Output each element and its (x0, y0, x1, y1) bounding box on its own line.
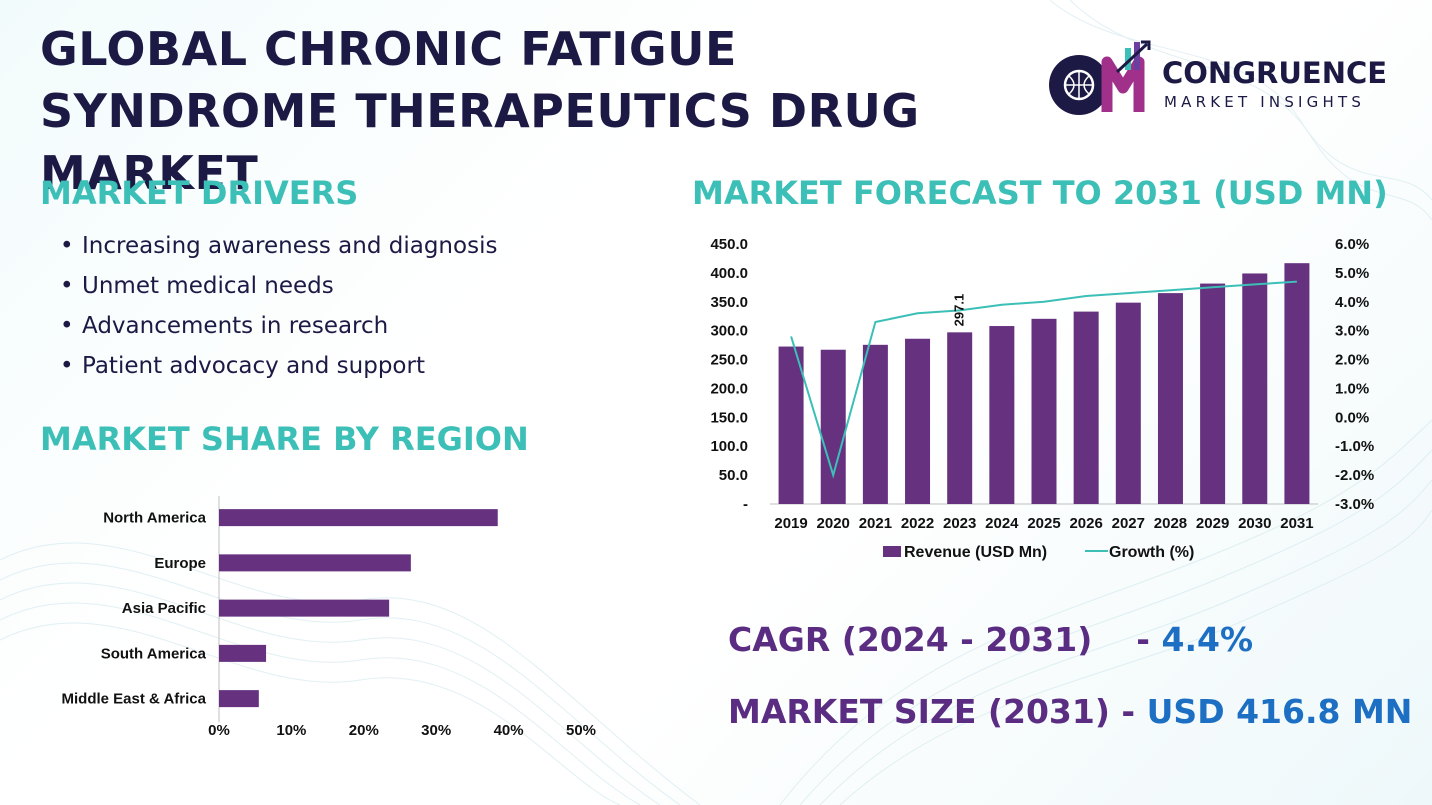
driver-item: Patient advocacy and support (60, 350, 497, 390)
market-size-value: USD 416.8 MN (1146, 692, 1413, 731)
drivers-list: Increasing awareness and diagnosis Unmet… (60, 230, 497, 390)
forecast-left-tick-label: 300.0 (710, 323, 748, 340)
forecast-left-tick-label: 350.0 (710, 294, 748, 311)
forecast-revenue-bar (989, 326, 1015, 504)
forecast-revenue-bar (1200, 283, 1226, 504)
cagr-stat: CAGR (2024 - 2031) - 4.4% (728, 620, 1253, 659)
region-bar (219, 554, 411, 572)
forecast-right-tick-label: -3.0% (1335, 496, 1374, 513)
region-category-label: Middle East & Africa (62, 691, 207, 708)
forecast-data-label: 297.1 (952, 294, 967, 327)
region-bar-chart: North America Europe Asia Pacific South Ame… (62, 496, 596, 739)
forecast-left-tick-label: - (743, 496, 748, 513)
forecast-x-tick-label: 2022 (901, 515, 934, 532)
forecast-x-tick-label: 2027 (1112, 515, 1145, 532)
forecast-revenue-bar (1031, 318, 1057, 504)
cagr-separator: - (1136, 620, 1150, 659)
forecast-right-tick-label: 0.0% (1335, 409, 1369, 426)
forecast-x-tick-label: 2020 (817, 515, 850, 532)
region-bar (219, 690, 259, 708)
region-category-label: Asia Pacific (122, 600, 206, 617)
market-size-stat: MARKET SIZE (2031) - USD 416.8 MN (728, 692, 1412, 731)
forecast-right-tick-label: 1.0% (1335, 380, 1369, 397)
forecast-x-tick-label: 2019 (774, 515, 807, 532)
logo-name: CONGRUENCE (1162, 56, 1388, 90)
forecast-right-tick-label: 6.0% (1335, 236, 1369, 253)
forecast-left-tick-label: 400.0 (710, 265, 748, 282)
forecast-revenue-bar (947, 332, 973, 504)
forecast-revenue-bar (862, 344, 888, 504)
legend-revenue-label: Revenue (USD Mn) (904, 544, 1047, 561)
region-x-tick-label: 10% (276, 722, 306, 739)
region-category-label: Europe (154, 555, 206, 572)
logo-mark-icon (1049, 40, 1151, 115)
logo-tagline: MARKET INSIGHTS (1164, 93, 1366, 111)
forecast-left-tick-label: 200.0 (710, 380, 748, 397)
region-x-tick-label: 20% (349, 722, 379, 739)
forecast-left-tick-label: 250.0 (710, 352, 748, 369)
cagr-value: 4.4% (1161, 620, 1254, 659)
region-x-tick-label: 40% (494, 722, 524, 739)
forecast-right-tick-label: 5.0% (1335, 265, 1369, 282)
market-share-heading: MARKET SHARE BY REGION (40, 420, 529, 458)
region-category-label: North America (103, 510, 206, 527)
driver-item: Unmet medical needs (60, 270, 497, 310)
forecast-revenue-bar (1284, 263, 1310, 504)
forecast-x-tick-label: 2031 (1280, 515, 1313, 532)
forecast-x-tick-label: 2030 (1238, 515, 1271, 532)
forecast-right-tick-label: -2.0% (1335, 467, 1374, 484)
market-size-label: MARKET SIZE (2031) (728, 692, 1110, 731)
market-size-separator: - (1121, 692, 1136, 731)
driver-item: Advancements in research (60, 310, 497, 350)
market-drivers-heading: MARKET DRIVERS (40, 174, 359, 212)
page-title: GLOBAL CHRONIC FATIGUE SYNDROME THERAPEU… (40, 22, 920, 200)
forecast-x-tick-label: 2025 (1027, 515, 1060, 532)
region-bar (219, 509, 498, 527)
forecast-right-tick-label: 4.0% (1335, 294, 1369, 311)
forecast-left-tick-label: 450.0 (710, 236, 748, 253)
region-bar (219, 599, 390, 617)
forecast-x-tick-label: 2023 (943, 515, 976, 532)
forecast-left-tick-label: 100.0 (710, 438, 748, 455)
forecast-revenue-bar (905, 338, 931, 504)
region-category-label: South America (101, 645, 207, 662)
forecast-left-tick-label: 50.0 (719, 467, 748, 484)
forecast-x-tick-label: 2028 (1154, 515, 1187, 532)
forecast-growth-line (790, 280, 1297, 479)
legend-growth-label: Growth (%) (1109, 544, 1194, 561)
forecast-x-tick-label: 2024 (985, 515, 1019, 532)
forecast-revenue-bar (1157, 293, 1183, 504)
region-x-tick-label: 30% (421, 722, 451, 739)
cagr-label: CAGR (2024 - 2031) (728, 620, 1093, 659)
forecast-right-tick-label: -1.0% (1335, 438, 1374, 455)
forecast-revenue-bar (1242, 273, 1268, 504)
company-logo: CONGRUENCE MARKET INSIGHTS (1045, 40, 1405, 120)
forecast-left-tick-label: 150.0 (710, 409, 748, 426)
driver-item: Increasing awareness and diagnosis (60, 230, 497, 270)
region-x-tick-label: 0% (208, 722, 230, 739)
forecast-x-tick-label: 2021 (859, 515, 892, 532)
region-bar (219, 644, 267, 662)
forecast-revenue-bar (778, 346, 804, 504)
forecast-right-tick-label: 2.0% (1335, 352, 1369, 369)
forecast-x-tick-label: 2026 (1069, 515, 1102, 532)
forecast-heading: MARKET FORECAST TO 2031 (USD MN) (692, 174, 1388, 212)
forecast-right-tick-label: 3.0% (1335, 323, 1369, 340)
region-x-tick-label: 50% (566, 722, 596, 739)
forecast-x-tick-label: 2029 (1196, 515, 1229, 532)
forecast-revenue-bar (1115, 302, 1141, 504)
forecast-combo-chart: - 50.0 100.0 150.0 200.0 250.0 300.0 350.0 400.0… (710, 236, 1374, 561)
legend-revenue-swatch (883, 546, 901, 557)
forecast-revenue-bar (820, 349, 846, 504)
forecast-revenue-bar (1073, 311, 1099, 504)
